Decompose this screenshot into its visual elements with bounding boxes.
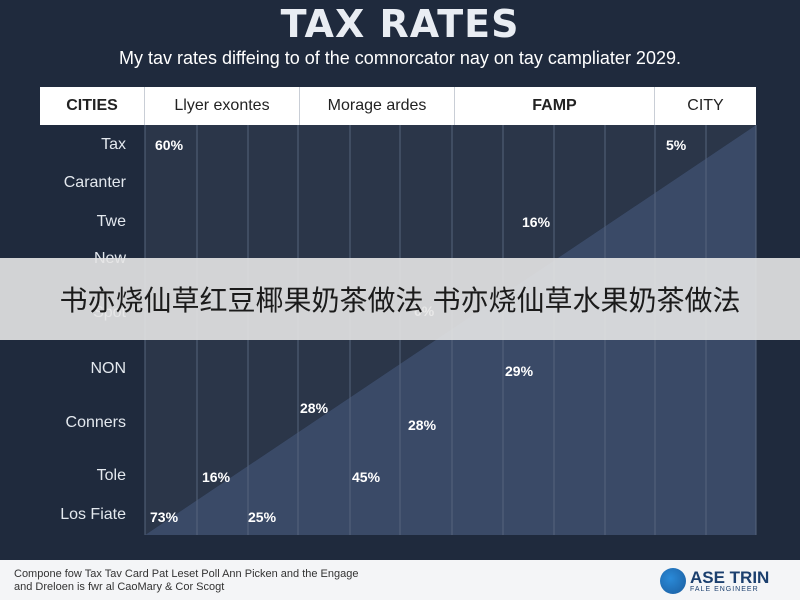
row-label: NON — [90, 360, 126, 377]
column-header: FAMP — [455, 87, 655, 125]
cell-value: 5% — [666, 137, 687, 153]
cell-value: 25% — [248, 509, 277, 525]
cell-value: 73% — [150, 509, 179, 525]
row-label: Conners — [65, 414, 126, 431]
cell-value: 28% — [408, 417, 437, 433]
logo-text: ASE TRIN — [690, 568, 770, 587]
row-label: Tole — [96, 467, 126, 484]
cell-value: 60% — [155, 137, 184, 153]
table-header-row: CITIES Llyer exontes Morage ardes FAMP C… — [40, 87, 756, 125]
row-label: Los Fiate — [60, 506, 126, 523]
footer-caption: Compone fow Tax Tav Card Pat Leset Poll … — [14, 568, 534, 594]
row-label: Caranter — [63, 174, 126, 191]
footer-line: and Dreloen is fwr al CaoMary & Cor Scog… — [14, 581, 225, 593]
cell-value: 28% — [300, 400, 329, 416]
footer-line: Compone fow Tax Tav Card Pat Leset Poll … — [14, 568, 359, 580]
cell-value: 45% — [352, 469, 381, 485]
cell-value: 16% — [202, 469, 231, 485]
column-header: CITY — [687, 97, 724, 114]
column-header: Morage ardes — [300, 87, 455, 125]
chart-title: TAX RATES — [280, 2, 520, 46]
banner-text: 书亦烧仙草红豆椰果奶茶做法 书亦烧仙草水果奶茶做法 — [59, 284, 741, 317]
chart-subtitle: My tav rates diffeing to of the comnorca… — [119, 48, 681, 68]
cell-value: 29% — [505, 363, 534, 379]
row-label: Tax — [101, 136, 126, 153]
brand-logo: ASE TRIN FALE ENGINEER — [660, 566, 800, 596]
overlay-banner: 书亦烧仙草红豆椰果奶茶做法 书亦烧仙草水果奶茶做法 — [0, 258, 800, 340]
column-header: Llyer exontes — [145, 87, 300, 125]
footer: Compone fow Tax Tav Card Pat Leset Poll … — [0, 560, 800, 600]
logo-circle-icon — [660, 568, 686, 594]
column-header: CITIES — [40, 87, 145, 125]
logo-subtext: FALE ENGINEER — [690, 586, 759, 593]
cell-value: 16% — [522, 214, 551, 230]
row-label: Twe — [96, 213, 126, 230]
